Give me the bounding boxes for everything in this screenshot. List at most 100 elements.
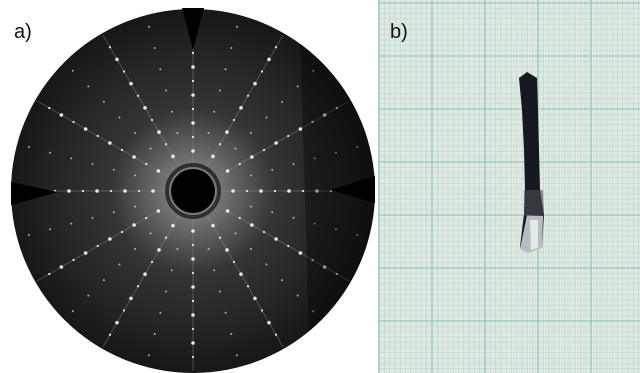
diffraction-spot [148,25,151,28]
diffraction-spot [329,189,333,193]
diffraction-spot [246,94,250,97]
diffraction-spot [96,134,99,138]
diffraction-spot [132,223,136,227]
diffraction-spot [249,132,252,135]
diffraction-spot [225,248,229,252]
diffraction-spot [150,118,154,122]
diffraction-spot [312,310,315,313]
right-shadow-wedge [330,176,375,203]
diffraction-spot [191,341,195,345]
diffraction-spot [143,106,147,110]
diffraction-spot [191,107,195,111]
diffraction-spot [235,354,238,357]
diffraction-spot [265,263,268,266]
diffraction-spot [145,216,148,220]
diffraction-spot [27,233,30,236]
diffraction-spot [108,237,112,241]
diffraction-spot [322,113,327,117]
diffraction-spot [292,216,295,219]
diffraction-spot [218,290,221,293]
diffraction-spot [250,155,254,159]
diffraction-spot [211,154,215,159]
diffraction-spot [95,189,99,193]
diffraction-spot [145,162,148,166]
diffraction-spot [225,209,230,213]
diffraction-spot [281,100,284,103]
diffraction-pattern-panel: a) [11,8,375,373]
diffraction-spot [239,272,243,276]
diffraction-spot [298,251,303,255]
diffraction-spot [112,211,115,214]
diffraction-spot [274,141,278,145]
diffraction-spot [81,189,85,193]
diffraction-spot [292,163,295,166]
panel-label-b: b) [390,21,408,43]
diffraction-spot [249,174,252,177]
diffraction-spot [301,189,305,193]
diffraction-spot [112,168,115,171]
diffraction-spot [253,296,257,301]
diffraction-spot [27,146,30,149]
diffraction-spot [335,272,338,276]
diffraction-spot [71,69,74,72]
diffraction-spot [148,354,151,357]
diffraction-spot [48,272,51,276]
diffraction-spot [218,236,222,239]
diffraction-spot [287,134,290,138]
diffraction-spot [91,216,94,219]
diffraction-spot [191,51,195,55]
diffraction-spot [71,310,74,313]
diffraction-spot [134,132,137,135]
beamstop [171,169,215,213]
diffraction-spot [235,25,238,28]
panel-label-a: a) [14,21,32,43]
diffraction-spot [191,229,195,233]
diffraction-spot [170,269,173,272]
diffraction-spot [159,68,162,71]
diffraction-spot [171,154,175,159]
diffraction-spot [298,127,303,131]
diffraction-spot [287,189,291,193]
diffraction-spot [225,169,230,173]
diffraction-spot [232,260,236,264]
diffraction-spot [249,205,252,208]
diffraction-spot [296,294,299,297]
diffraction-spot [122,70,126,73]
diffraction-spot [191,299,195,303]
diffraction-spot [129,296,133,301]
diffraction-spot [274,46,278,49]
diffraction-spot [224,311,227,314]
diffraction-spot [218,143,222,146]
diffraction-spot [165,89,168,92]
diffraction-spot [164,236,168,239]
diffraction-spot [122,309,126,312]
diffraction-spot [171,223,175,228]
diffraction-spot [335,106,338,110]
diffraction-spot [230,47,233,50]
diffraction-spot [231,189,235,193]
diffraction-spot [134,174,137,177]
graph-paper-grid [378,0,640,373]
diffraction-spot [271,211,274,214]
diffraction-spot [311,258,314,262]
diffraction-spot [313,222,316,225]
diffraction-spot [211,223,215,228]
diffraction-spot [118,263,121,266]
diffraction-spot [287,244,290,248]
diffraction-spot [157,130,161,134]
diffraction-spot [260,70,264,73]
diffraction-spot [191,313,195,317]
diffraction-spot [267,320,271,325]
diffraction-spot [265,116,268,119]
diffraction-spot [143,272,147,276]
diffraction-spot [213,269,216,272]
diffraction-spot [102,279,105,282]
diffraction-spot [136,285,140,288]
diffraction-spot [191,135,195,139]
diffraction-spot [191,121,195,125]
diffraction-spot [120,148,124,152]
diffraction-spot [134,247,137,250]
diffraction-spot [115,320,119,325]
diffraction-spot [129,81,133,86]
diffraction-spot [191,257,195,261]
